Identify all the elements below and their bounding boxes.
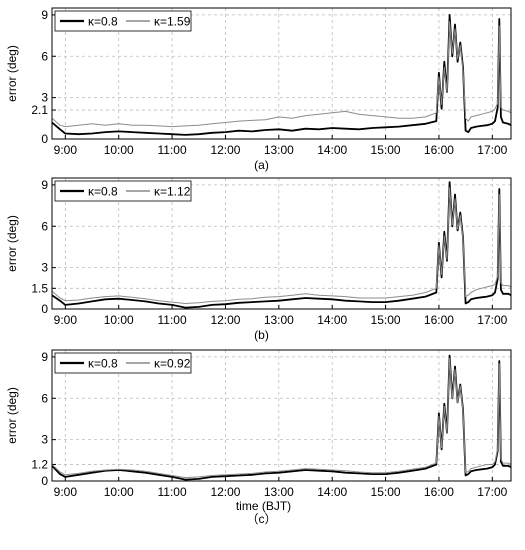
legend: κ=0.8 κ=0.92: [54, 352, 192, 374]
legend: κ=0.8 κ=1.59: [54, 10, 192, 32]
y-tick-label: 3: [41, 433, 48, 447]
series-line-1: [51, 13, 512, 136]
y-tick-label: 1.2: [31, 457, 48, 471]
legend-label-2: κ=1.12: [154, 185, 191, 199]
x-tick-label: 13:00: [264, 143, 294, 157]
x-tick-label: 9:00: [54, 485, 78, 499]
x-tick-label: 13:00: [264, 313, 294, 327]
y-tick-label: 0: [41, 302, 48, 316]
x-tick-label: 10:00: [104, 143, 134, 157]
x-tick-label: 11:00: [158, 143, 187, 157]
chart-panel-3: 9:00 10:00 11:00 12:00 13:00 14:00 15:00 16:00 1…: [5, 349, 512, 526]
y-tick-label: 0: [41, 132, 48, 146]
plot-frame: [51, 7, 512, 140]
legend-label-2: κ=1.59: [154, 15, 191, 29]
x-tick-label: 10:00: [104, 485, 134, 499]
x-tick-label: 15:00: [371, 485, 401, 499]
x-tick-label: 15:00: [371, 143, 401, 157]
legend: κ=0.8 κ=1.12: [54, 180, 192, 202]
x-tick-label: 10:00: [104, 313, 134, 327]
x-tick-label: 16:00: [424, 313, 454, 327]
x-tick-label: 13:00: [264, 485, 294, 499]
y-tick-label: 0: [41, 474, 48, 488]
series-line-2: [51, 187, 512, 304]
x-tick-label: 16:00: [424, 485, 454, 499]
x-tick-label: 12:00: [210, 143, 240, 157]
chart-panel-1: 9:00 10:00 11:00 12:00 13:00 14:00 15:00 16:00 1…: [5, 7, 512, 172]
y-tick-label: 9: [41, 8, 48, 22]
legend-box: [54, 352, 192, 374]
x-tick-label: 9:00: [54, 143, 78, 157]
legend-box: [54, 180, 192, 202]
plot-frame: [51, 177, 512, 310]
y-tick-label: 9: [41, 178, 48, 192]
panel-caption: （c）: [246, 512, 276, 526]
legend-label-1: κ=0.8: [88, 357, 118, 371]
y-tick-label: 6: [41, 391, 48, 405]
x-tick-label: 12:00: [210, 485, 240, 499]
x-tick-label: 14:00: [317, 485, 347, 499]
x-tick-label: 14:00: [317, 313, 347, 327]
series-line-2: [51, 21, 512, 128]
panel-caption: (a): [254, 158, 269, 172]
x-axis-label: time (BJT): [236, 499, 291, 513]
y-axis-label: error (deg): [5, 45, 19, 102]
legend-label-1: κ=0.8: [88, 185, 118, 199]
y-axis-label: error (deg): [5, 387, 19, 444]
x-tick-label: 16:00: [424, 143, 454, 157]
x-tick-label: 12:00: [210, 313, 240, 327]
y-tick-label: 3: [41, 91, 48, 105]
legend-box: [54, 10, 192, 32]
series-line-1: [51, 181, 512, 309]
legend-label-2: κ=0.92: [154, 357, 191, 371]
legend-label-1: κ=0.8: [88, 15, 118, 29]
x-tick-label: 11:00: [158, 485, 187, 499]
y-axis-label: error (deg): [5, 215, 19, 272]
x-tick-label: 17:00: [477, 143, 507, 157]
y-tick-label: 2.1: [31, 103, 48, 117]
x-tick-label: 17:00: [477, 485, 507, 499]
chart-panel-2: 9:00 10:00 11:00 12:00 13:00 14:00 15:00 16:00 1…: [5, 177, 512, 342]
y-tick-label: 6: [41, 49, 48, 63]
x-tick-label: 15:00: [371, 313, 401, 327]
x-tick-label: 11:00: [158, 313, 187, 327]
plot-frame: [51, 349, 512, 482]
series-line-1: [51, 354, 512, 481]
x-tick-label: 14:00: [317, 143, 347, 157]
panel-caption: (b): [254, 328, 269, 342]
y-tick-label: 3: [41, 261, 48, 275]
y-tick-label: 6: [41, 219, 48, 233]
x-tick-label: 9:00: [54, 313, 78, 327]
y-tick-label: 1.5: [31, 281, 48, 295]
y-tick-label: 9: [41, 350, 48, 364]
series-line-2: [51, 357, 512, 479]
x-tick-label: 17:00: [477, 313, 507, 327]
